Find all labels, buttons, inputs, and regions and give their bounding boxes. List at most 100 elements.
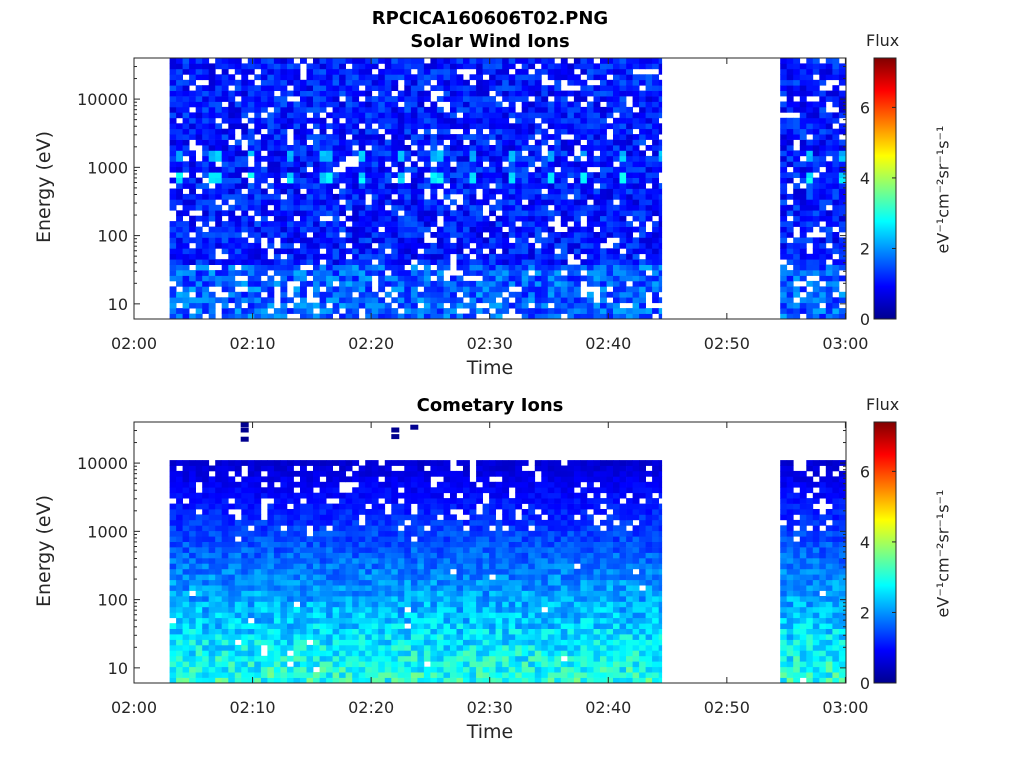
- heatmap-cell: [832, 210, 840, 217]
- heatmap-cell: [260, 253, 268, 260]
- heatmap-cell: [247, 623, 255, 629]
- heatmap-cell: [619, 183, 627, 189]
- heatmap-cell: [267, 286, 275, 293]
- heatmap-cell: [280, 634, 288, 640]
- heatmap-cell: [423, 226, 431, 233]
- heatmap-cell: [319, 68, 327, 75]
- heatmap-cell: [541, 210, 549, 217]
- heatmap-cell: [443, 286, 451, 293]
- heatmap-cell: [502, 177, 510, 184]
- heatmap-cell: [613, 155, 620, 162]
- heatmap-cell: [567, 199, 575, 206]
- heatmap-cell: [378, 79, 386, 86]
- heatmap-cell: [293, 188, 301, 195]
- heatmap-cell: [280, 460, 288, 466]
- heatmap-cell: [228, 221, 236, 227]
- heatmap-cell: [300, 183, 307, 189]
- heatmap-cell: [215, 579, 223, 586]
- heatmap-cell: [619, 117, 627, 124]
- heatmap-cell: [260, 628, 268, 635]
- heatmap-cell: [300, 623, 307, 629]
- heatmap-cell: [489, 112, 496, 119]
- heatmap-cell: [450, 166, 457, 173]
- heatmap-cell: [215, 90, 223, 97]
- heatmap-cell: [632, 85, 640, 91]
- heatmap-cell: [534, 308, 542, 314]
- heatmap-cell: [280, 568, 288, 575]
- heatmap-cell: [254, 106, 262, 113]
- heatmap-cell: [228, 606, 236, 613]
- heatmap-cell: [560, 264, 568, 271]
- heatmap-cell: [306, 74, 314, 81]
- heatmap-cell: [241, 308, 249, 314]
- heatmap-cell: [463, 123, 470, 130]
- heatmap-cell: [397, 106, 405, 113]
- heatmap-cell: [819, 270, 827, 276]
- heatmap-cell: [202, 101, 210, 108]
- heatmap-cell: [463, 101, 470, 108]
- y-tick-label: 100: [97, 227, 128, 246]
- heatmap-cell: [189, 150, 196, 157]
- heatmap-cell: [306, 623, 314, 629]
- heatmap-cell: [423, 280, 431, 287]
- heatmap-cell: [384, 498, 392, 504]
- heatmap-cell: [384, 644, 392, 651]
- heatmap-cell: [786, 68, 794, 75]
- heatmap-cell: [339, 139, 346, 146]
- heatmap-cell: [600, 313, 607, 320]
- heatmap-cell: [417, 74, 425, 81]
- heatmap-cell: [541, 280, 549, 287]
- heatmap-cell: [254, 634, 262, 640]
- heatmap-cell: [293, 63, 301, 70]
- heatmap-cell: [176, 672, 183, 678]
- heatmap-cell: [189, 183, 196, 189]
- heatmap-cell: [812, 183, 820, 189]
- heatmap-cell: [182, 470, 190, 477]
- heatmap-cell: [652, 253, 659, 260]
- heatmap-cell: [176, 590, 183, 597]
- heatmap-cell: [606, 96, 614, 102]
- heatmap-cell: [189, 672, 196, 678]
- heatmap-cell: [293, 666, 301, 673]
- heatmap-cell: [371, 492, 379, 499]
- heatmap-cell: [819, 79, 827, 86]
- heatmap-cell: [580, 172, 588, 178]
- heatmap-cell: [799, 123, 807, 130]
- heatmap-cell: [404, 253, 412, 260]
- heatmap-cell: [221, 487, 229, 494]
- heatmap-cell: [528, 313, 536, 320]
- heatmap-cell: [567, 101, 575, 108]
- heatmap-cell: [515, 58, 523, 64]
- heatmap-cell: [247, 253, 255, 260]
- heatmap-cell: [176, 563, 183, 570]
- heatmap-cell: [645, 101, 653, 108]
- heatmap-cell: [371, 308, 379, 314]
- heatmap-cell: [169, 226, 177, 233]
- heatmap-cell: [332, 666, 340, 673]
- heatmap-cell: [241, 161, 249, 168]
- heatmap-cell: [339, 557, 346, 564]
- heatmap-cell: [267, 536, 275, 542]
- heatmap-cell: [528, 259, 536, 265]
- heatmap-cell: [606, 226, 614, 233]
- heatmap-cell: [202, 509, 210, 515]
- heatmap-cell: [371, 601, 379, 608]
- heatmap-cell: [806, 74, 814, 81]
- heatmap-cell: [391, 199, 399, 206]
- heatmap-cell: [202, 503, 210, 510]
- heatmap-cell: [195, 280, 203, 287]
- heatmap-cell: [358, 509, 366, 515]
- heatmap-cell: [189, 161, 196, 168]
- heatmap-cell: [234, 101, 242, 108]
- heatmap-cell: [430, 291, 438, 298]
- heatmap-cell: [254, 259, 262, 265]
- heatmap-cell: [819, 96, 827, 102]
- heatmap-cell: [326, 601, 333, 608]
- heatmap-cell: [293, 639, 301, 646]
- heatmap-cell: [202, 112, 210, 119]
- heatmap-cell: [287, 248, 294, 255]
- heatmap-cell: [313, 221, 320, 227]
- heatmap-cell: [626, 150, 633, 157]
- heatmap-cell: [417, 270, 425, 276]
- heatmap-cell: [202, 623, 210, 629]
